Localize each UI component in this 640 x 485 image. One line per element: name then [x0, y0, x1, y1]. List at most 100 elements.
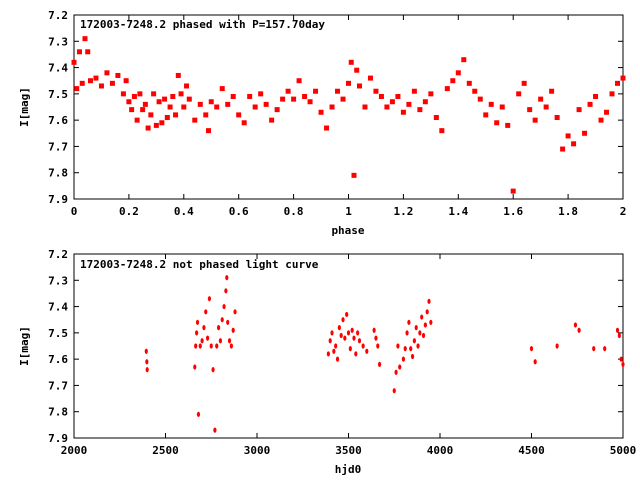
data-point: [510, 188, 516, 194]
x-tick-label: 4500: [518, 444, 545, 457]
y-tick-label: 7.7: [48, 140, 68, 153]
data-point: [156, 99, 162, 105]
data-point: [400, 109, 406, 115]
data-point: [85, 49, 91, 55]
data-point: [241, 120, 247, 126]
data-point: [142, 101, 148, 107]
data-point: [378, 361, 382, 367]
data-point: [145, 367, 149, 373]
x-tick-label: 5000: [610, 444, 637, 457]
data-point: [348, 59, 354, 65]
data-point: [167, 104, 173, 110]
data-point: [339, 332, 343, 339]
data-point: [571, 141, 577, 147]
data-point: [162, 96, 168, 102]
data-point: [516, 91, 522, 97]
data-points: [71, 36, 626, 194]
data-point: [577, 327, 581, 333]
data-point: [576, 107, 582, 113]
y-tick-label: 7.9: [48, 432, 68, 445]
y-tick-label: 7.8: [48, 406, 68, 419]
data-point: [332, 348, 336, 354]
data-point: [394, 369, 398, 375]
data-point: [307, 99, 313, 105]
data-point: [195, 330, 199, 336]
x-tick-label: 1: [345, 205, 352, 218]
data-point: [411, 88, 417, 94]
data-point: [227, 338, 232, 344]
data-point: [533, 359, 537, 365]
data-point: [617, 332, 621, 339]
data-point: [208, 99, 214, 105]
x-tick-label: 0.6: [229, 205, 249, 218]
data-point: [318, 109, 324, 115]
data-point: [79, 80, 85, 86]
data-point: [499, 104, 505, 110]
data-point: [396, 343, 400, 349]
data-point: [420, 314, 424, 320]
data-point: [384, 104, 390, 110]
data-point: [389, 99, 395, 105]
data-point: [225, 101, 231, 107]
data-point: [620, 75, 626, 81]
data-point: [252, 104, 258, 110]
data-point: [593, 93, 599, 99]
data-point: [412, 338, 416, 344]
data-point: [405, 330, 409, 336]
data-point: [423, 322, 427, 328]
data-point: [356, 83, 362, 89]
x-tick-label: 0.4: [174, 205, 194, 218]
data-point: [222, 303, 226, 310]
data-point: [407, 319, 411, 325]
data-point: [285, 88, 291, 94]
data-point: [219, 86, 225, 92]
x-tick-label: 3000: [244, 444, 271, 457]
data-point: [302, 93, 308, 99]
data-point: [592, 346, 596, 352]
x-tick-label: 0: [71, 205, 78, 218]
data-point: [296, 78, 302, 84]
data-point: [93, 75, 99, 81]
data-point: [329, 104, 335, 110]
x-axis-label: phase: [331, 224, 364, 237]
data-point: [231, 327, 235, 333]
data-point: [193, 364, 197, 370]
plot-frame: [73, 253, 624, 439]
data-point: [334, 343, 338, 349]
data-point: [98, 83, 104, 89]
data-point: [421, 332, 426, 339]
x-axis-ticks: 2000 2500 3000 3500 4000 4500 5000: [61, 254, 637, 457]
data-point: [181, 104, 187, 110]
data-point: [328, 338, 332, 344]
data-point: [354, 351, 358, 357]
data-point: [428, 91, 434, 97]
data-point: [351, 172, 357, 178]
data-point: [229, 343, 233, 349]
data-point: [225, 275, 229, 281]
data-point: [126, 99, 132, 105]
data-point: [417, 107, 423, 113]
data-point: [346, 330, 351, 336]
data-point: [521, 80, 527, 86]
data-point: [313, 88, 319, 94]
data-point: [164, 115, 170, 121]
data-point: [582, 130, 588, 136]
x-tick-label: 1.4: [448, 205, 468, 218]
data-point: [109, 80, 115, 86]
data-point: [337, 325, 341, 331]
data-point: [573, 322, 578, 328]
data-point: [215, 343, 219, 349]
data-point: [148, 112, 154, 118]
data-point: [247, 93, 253, 99]
data-point: [494, 120, 500, 126]
x-tick-label: 0.8: [284, 205, 304, 218]
chart-title: 172003-7248.2 phased with P=157.70day: [80, 18, 325, 31]
data-point: [587, 101, 593, 107]
data-point: [200, 338, 204, 344]
y-tick-label: 7.3: [48, 35, 68, 48]
plot-frame: [73, 14, 624, 200]
data-point: [372, 327, 376, 333]
x-tick-label: 1.8: [558, 205, 578, 218]
data-point: [354, 67, 360, 73]
y-tick-label: 7.7: [48, 379, 68, 392]
